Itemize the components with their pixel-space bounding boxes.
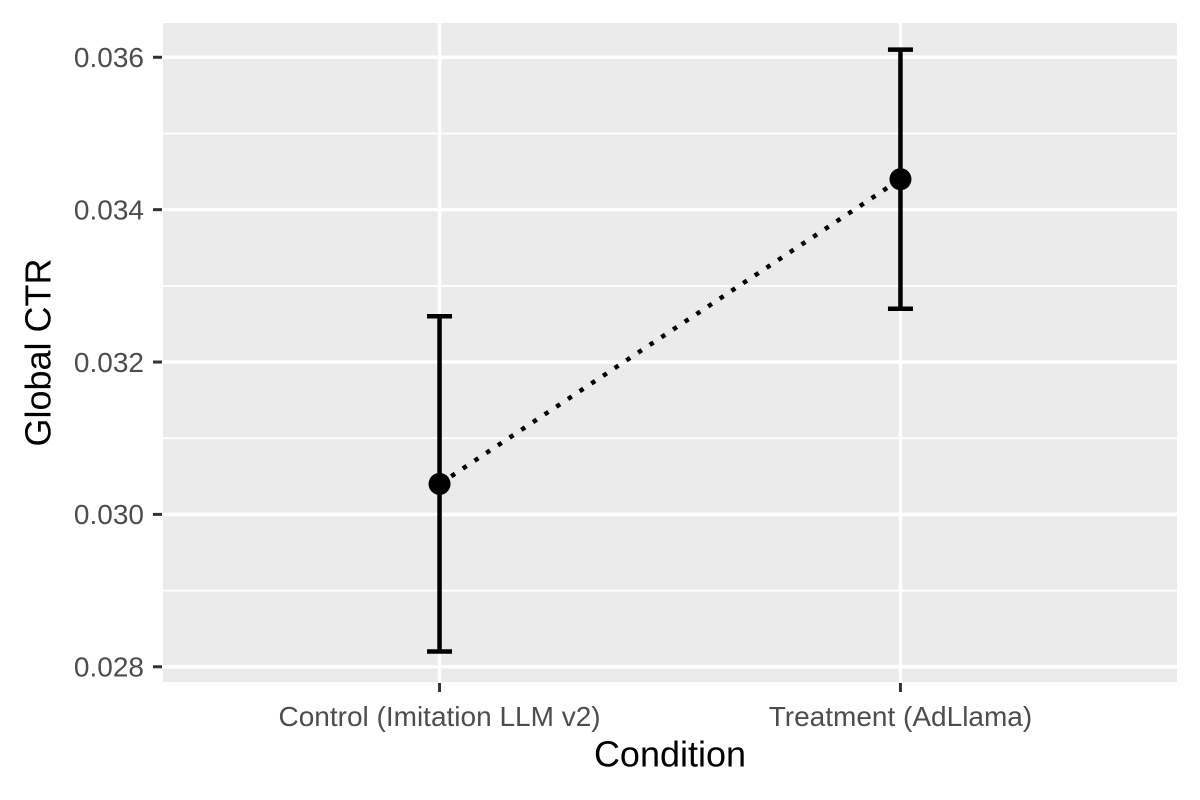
x-tick-label-1: Treatment (AdLlama): [769, 701, 1033, 732]
data-point-0: [428, 472, 451, 495]
x-tick-label-0: Control (Imitation LLM v2): [278, 701, 600, 732]
y-axis-title: Global CTR: [18, 258, 59, 446]
y-tick-label-4: 0.036: [74, 42, 144, 73]
chart-panel: [163, 23, 1177, 682]
x-axis-title: Condition: [594, 734, 746, 775]
y-tick-label-2: 0.032: [74, 347, 144, 378]
data-point-1: [889, 168, 912, 191]
y-tick-label-0: 0.028: [74, 652, 144, 683]
y-tick-label-3: 0.034: [74, 194, 144, 225]
y-tick-label-1: 0.030: [74, 499, 144, 530]
